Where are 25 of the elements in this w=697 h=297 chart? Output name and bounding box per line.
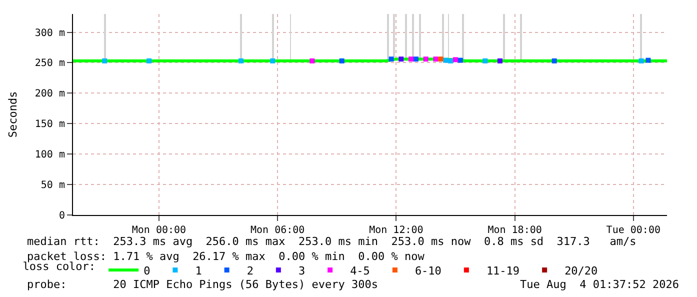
legend-label: 2 xyxy=(246,264,254,278)
text: packet loss: 1.71 % avg 26.17 % max 0.00 % min 0.00 % now xyxy=(27,250,425,263)
y-axis-title: Seconds xyxy=(6,91,20,138)
legend-label: 1 xyxy=(195,264,202,278)
y-tick-label: 0 xyxy=(58,210,65,222)
legend-label: 3 xyxy=(298,264,306,278)
legend-label: 11-19 xyxy=(486,264,520,278)
text: Tue Aug 4 01:37:52 2026 xyxy=(520,278,679,291)
x-tick-label: Mon 00:00 xyxy=(132,225,186,236)
y-tick-label: 250 m xyxy=(34,58,65,70)
text: median rtt: 253.3 ms avg 256.0 ms max 253.0 ms min 253.0 ms now 0.8 ms sd 317.3 am/s xyxy=(27,235,636,248)
x-tick-label: Tue 00:00 xyxy=(606,225,660,236)
x-tick-label: Mon 12:00 xyxy=(369,225,424,236)
legend-label: 4-5 xyxy=(350,264,370,278)
legend-label: 6-10 xyxy=(414,264,442,278)
legend-label: 20/20 xyxy=(564,264,598,278)
legend-label: 0 xyxy=(144,264,150,278)
x-tick-label: Mon 18:00 xyxy=(488,225,542,236)
y-tick-label: 200 m xyxy=(34,88,65,100)
y-tick-label: 50 m xyxy=(40,180,65,192)
y-tick-label: 150 m xyxy=(34,119,65,130)
y-tick-label: 100 m xyxy=(34,150,65,161)
text: probe: 20 ICMP Echo Pings (56 Bytes) every 300s xyxy=(27,278,378,291)
x-tick-label: Mon 06:00 xyxy=(250,225,305,236)
y-tick-label: 300 m xyxy=(34,28,65,39)
